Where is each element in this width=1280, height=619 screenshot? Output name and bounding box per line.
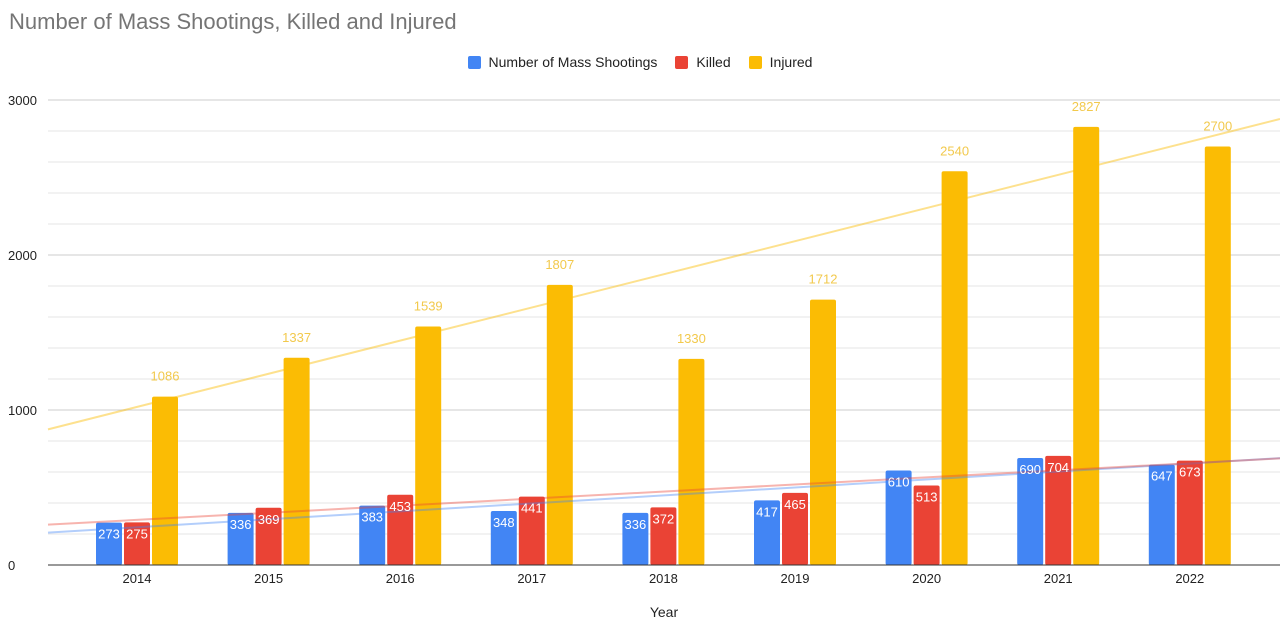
data-label: 1712 <box>809 272 838 287</box>
bar-number-of-mass-shootings <box>754 500 780 565</box>
bar-killed <box>518 496 545 565</box>
bar-killed <box>255 507 282 565</box>
data-label: 647 <box>1151 469 1173 484</box>
x-axis-title: Year <box>650 604 679 619</box>
bar-killed <box>1045 455 1072 565</box>
data-label: 1807 <box>545 257 574 272</box>
y-axis: 0 1000 2000 3000 <box>8 93 37 573</box>
bar-killed <box>124 522 150 565</box>
data-label: 465 <box>784 497 806 512</box>
data-label: 336 <box>625 517 647 532</box>
data-label: 1337 <box>282 330 311 345</box>
data-label: 2700 <box>1203 119 1232 134</box>
data-label: 441 <box>521 501 543 516</box>
bar-injured <box>546 284 573 565</box>
bar-killed <box>913 485 940 565</box>
bars <box>96 126 1231 566</box>
data-label: 673 <box>1179 465 1201 480</box>
x-tick-label: 2020 <box>912 571 941 586</box>
y-tick-label: 1000 <box>8 403 37 418</box>
data-label: 1539 <box>414 298 443 313</box>
data-label: 2540 <box>940 143 969 158</box>
bar-number-of-mass-shootings <box>359 505 386 565</box>
y-tick-label: 0 <box>8 558 15 573</box>
bar-killed <box>650 507 677 565</box>
legend-swatch-injured <box>748 55 762 69</box>
legend-label: Number of Mass Shootings <box>488 54 658 70</box>
legend-item-killed[interactable]: Killed <box>675 54 731 70</box>
x-tick-label: 2022 <box>1175 571 1204 586</box>
data-label: 417 <box>756 504 778 519</box>
bar-injured <box>283 357 310 565</box>
bar-killed <box>387 494 414 565</box>
y-tick-label: 3000 <box>8 93 37 108</box>
legend-swatch-killed <box>675 55 689 69</box>
bar-injured <box>1204 146 1231 565</box>
x-axis: 2014 2015 2016 2017 2018 2019 2020 2021 2022 <box>48 564 1280 586</box>
bar-killed <box>782 492 808 565</box>
bar-injured <box>1073 126 1100 565</box>
legend-item-injured[interactable]: Injured <box>748 54 813 70</box>
bar-number-of-mass-shootings <box>1148 464 1175 565</box>
bar-killed <box>1176 460 1203 565</box>
trendlines <box>47 118 1280 534</box>
bar-number-of-mass-shootings <box>1017 458 1044 565</box>
trendline-killed <box>47 457 1280 526</box>
legend-item-mass-shootings[interactable]: Number of Mass Shootings <box>467 54 658 70</box>
trendline-injured <box>47 118 1280 431</box>
bar-injured <box>810 299 836 565</box>
data-label: 453 <box>389 499 411 514</box>
legend-swatch-mass-shootings <box>467 55 481 69</box>
legend-label: Injured <box>769 54 813 70</box>
y-tick-label: 2000 <box>8 248 37 263</box>
data-label: 513 <box>916 489 938 504</box>
data-labels: 273 336 383 348 336 417 610 690 647 275 369 453 441 3… <box>98 99 1232 542</box>
bar-number-of-mass-shootings <box>622 512 649 565</box>
bar-number-of-mass-shootings <box>227 512 254 565</box>
bar-number-of-mass-shootings <box>885 470 912 565</box>
data-label: 348 <box>493 515 515 530</box>
x-tick-label: 2016 <box>386 571 415 586</box>
x-tick-label: 2018 <box>649 571 678 586</box>
data-label: 372 <box>653 511 675 526</box>
chart-title: Number of Mass Shootings, Killed and Inj… <box>9 9 457 34</box>
x-tick-label: 2019 <box>781 571 810 586</box>
data-label: 273 <box>98 527 120 542</box>
data-label: 2827 <box>1072 99 1101 114</box>
x-tick-label: 2014 <box>123 571 152 586</box>
data-label: 336 <box>230 517 252 532</box>
legend: Number of Mass Shootings Killed Injured <box>0 54 1280 70</box>
legend-label: Killed <box>696 54 731 70</box>
x-tick-label: 2021 <box>1044 571 1073 586</box>
data-label: 610 <box>888 474 910 489</box>
bar-injured <box>941 171 968 566</box>
data-label: 369 <box>258 512 280 527</box>
x-tick-label: 2017 <box>517 571 546 586</box>
bar-injured <box>415 326 442 565</box>
data-label: 383 <box>361 510 383 525</box>
bar-number-of-mass-shootings <box>96 522 122 565</box>
bar-number-of-mass-shootings <box>490 511 517 565</box>
data-label: 1086 <box>151 369 180 384</box>
data-label: 275 <box>126 526 148 541</box>
bar-injured <box>678 358 705 565</box>
trendline-number-of-mass-shootings <box>47 457 1280 534</box>
data-label: 1330 <box>677 331 706 346</box>
data-label: 690 <box>1019 462 1041 477</box>
bar-injured <box>152 396 178 565</box>
x-tick-label: 2015 <box>254 571 283 586</box>
data-label: 704 <box>1047 460 1069 475</box>
